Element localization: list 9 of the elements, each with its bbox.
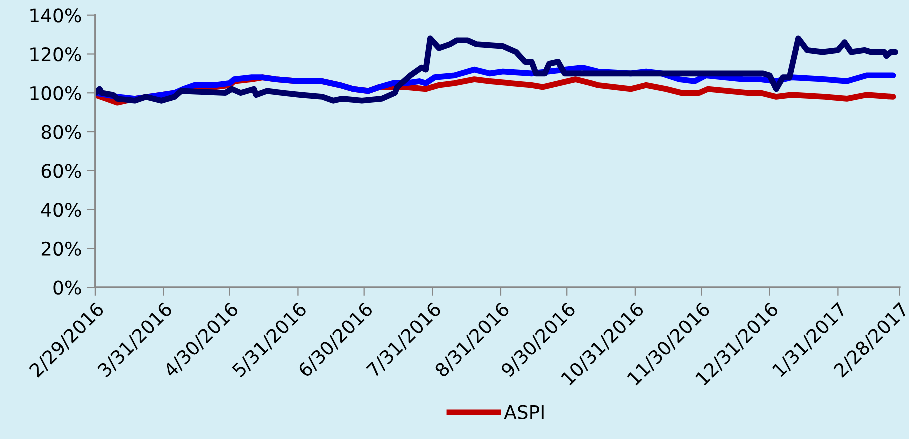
y-tick-label: 0% bbox=[54, 280, 82, 295]
y-tick-label: 100% bbox=[30, 86, 82, 101]
legend-label: ASPI bbox=[504, 405, 544, 420]
y-tick-label: 60% bbox=[42, 164, 82, 178]
y-tick-label: 20% bbox=[42, 242, 82, 256]
y-tick-label: 140% bbox=[30, 8, 82, 23]
y-tick-label: 40% bbox=[41, 202, 82, 218]
y-tick-label: 120% bbox=[30, 47, 82, 62]
y-tick-label: 80% bbox=[42, 125, 82, 140]
